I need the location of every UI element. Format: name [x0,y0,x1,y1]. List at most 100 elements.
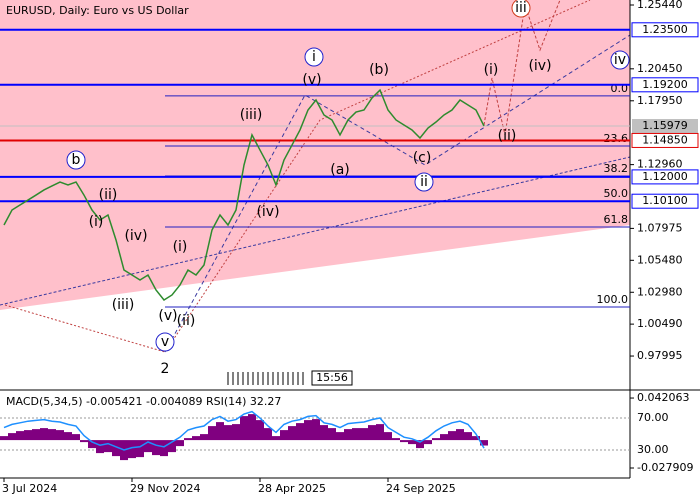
wave-circle [414,172,434,192]
wave-label: (i) [484,62,499,78]
macd-bar [456,429,464,441]
macd-bar [24,430,32,441]
macd-bar [280,430,288,441]
wave-circle [610,50,630,70]
macd-bar [448,431,456,441]
macd-bar [288,426,296,441]
macd-bar [408,440,416,445]
macd-bar [80,440,88,443]
macd-bar [160,440,168,457]
fib-label: 38.2 [604,162,629,175]
macd-bar [336,432,344,441]
macd-bar [464,432,472,441]
wave-label: (iii) [112,297,135,313]
wave-label: (ii) [498,128,517,144]
macd-bar [216,422,224,441]
wave-label: b [72,152,81,168]
level-box [631,132,699,148]
time-label: 15:56 [316,371,348,384]
macd-bar [104,440,112,453]
fib-label: 23.6 [604,132,629,145]
x-tick-label: 28 Apr 2025 [258,482,326,495]
y-tick-label: 0.042063 [637,391,690,404]
wave-label: v [161,334,169,350]
macd-bar [48,429,56,441]
macd-bar [32,429,40,441]
price-line [3,88,485,301]
macd-bar [152,440,160,456]
y-tick-label: 1.07975 [637,221,683,234]
macd-bar [392,438,400,441]
level-box [631,169,699,185]
pink-zone [0,0,630,310]
y-tick-label: 1.20450 [637,62,683,75]
macd-bar [264,428,272,441]
level-label: 1.19200 [642,78,688,91]
x-tick-label: 29 Nov 2024 [130,482,200,495]
macd-bar [400,440,408,443]
macd-bar [360,428,368,441]
wave-label: i [312,49,316,65]
macd-bar [232,424,240,441]
wave-label: (ii) [99,187,118,203]
wave-circle [304,47,324,67]
y-tick-label: -0.027909 [637,461,693,474]
macd-bar [40,428,48,441]
y-tick-label: 1.00490 [637,317,683,330]
wave-label: (v) [158,308,177,324]
fib-label: 100.0 [597,293,629,306]
level-box [631,22,699,38]
wave-circle [155,332,175,352]
x-tick-label: 3 Jul 2024 [2,482,57,495]
level-box [631,77,699,93]
y-tick-label: 1.12960 [637,158,683,171]
macd-bar [176,440,184,447]
macd-bar [224,425,232,441]
macd-bar [208,426,216,441]
wave-label: iv [614,52,626,68]
macd-bar [16,431,24,441]
macd-bar [256,420,264,441]
wave-label: (v) [302,72,321,88]
level-box [631,193,699,209]
chart-title: EURUSD, Daily: Euro vs US Dollar [6,4,189,17]
wave-label: (c) [413,150,432,166]
macd-bar [88,440,96,449]
price-box [632,119,698,134]
macd-bar [200,434,208,441]
time-bars [227,372,304,385]
wave-label: (iii) [240,107,263,123]
macd-bar [304,420,312,441]
macd-bar [376,424,384,441]
time-frame [311,370,353,386]
macd-bar [424,440,432,445]
current-price-label: 1.15979 [642,119,688,132]
rsi-line [3,410,485,451]
macd-bar [128,440,136,459]
wave-label: (ii) [177,313,196,329]
wave-label: (a) [330,162,350,178]
wave-label: (i) [173,239,188,255]
macd-bar [136,440,144,458]
x-tick-label: 24 Sep 2025 [386,482,456,495]
macd-bar [480,440,488,446]
macd-bar [144,440,152,453]
wave-label: (iv) [256,204,279,220]
y2-tick-label: 30.00 [637,443,669,456]
y-tick-label: 1.17950 [637,94,683,107]
y-tick-label: 1.05480 [637,253,683,266]
wave-circle [66,150,86,170]
wave-path [4,0,591,353]
macd-bar [352,428,360,441]
wave-label: 2 [161,361,170,377]
wave-label: (iv) [124,228,147,244]
macd-bar [432,438,440,441]
indicator-title: MACD(5,34,5) -0.005421 -0.004089 RSI(14)… [6,395,281,408]
macd-bar [184,438,192,441]
macd-bar [0,436,8,441]
macd-bar [248,414,256,441]
level-label: 1.14850 [642,133,688,146]
wave-label: (b) [369,62,389,78]
y-tick-label: 0.97995 [637,349,683,362]
